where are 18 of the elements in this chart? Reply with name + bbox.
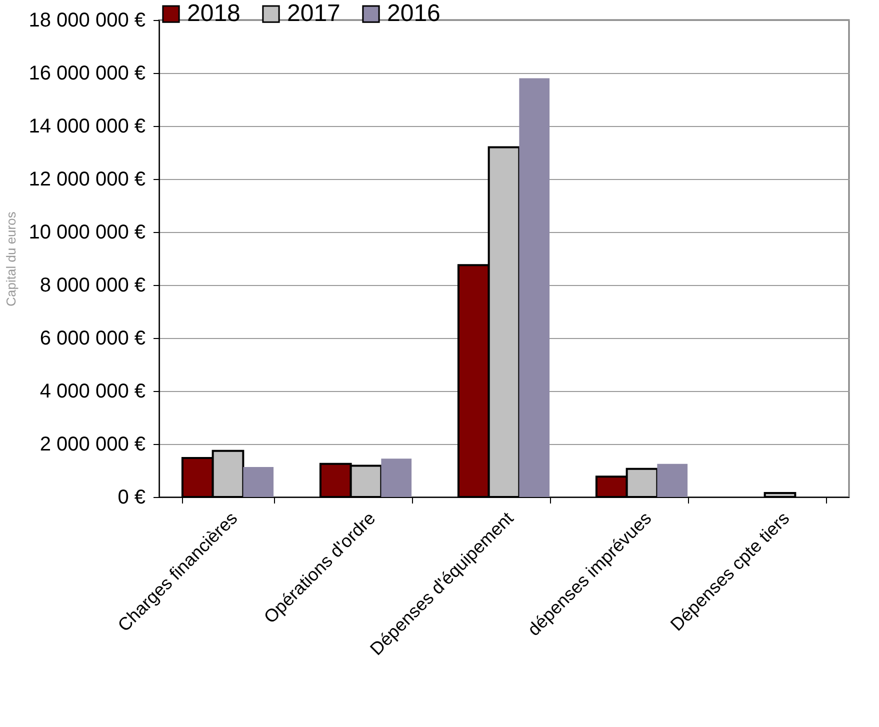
y-tick-label: 0 €	[118, 486, 146, 508]
y-tick-label: 14 000 000 €	[28, 116, 146, 138]
y-tick-label: 4 000 000 €	[40, 380, 146, 402]
y-axis-title: Capital du euros	[4, 211, 19, 306]
bar	[657, 464, 688, 497]
legend-label: 2018	[187, 0, 240, 27]
bar	[381, 458, 412, 497]
y-tick-label: 12 000 000 €	[28, 168, 146, 190]
y-tick-label: 18 000 000 €	[28, 10, 146, 32]
legend-label: 2016	[387, 0, 440, 27]
y-tick-label: 10 000 000 €	[28, 222, 146, 244]
y-tick-label: 2 000 000 €	[40, 434, 146, 456]
y-tick-label: 6 000 000 €	[40, 328, 146, 350]
bar	[519, 78, 550, 497]
legend-label: 2017	[287, 0, 340, 27]
bar	[243, 467, 274, 497]
y-tick-label: 8 000 000 €	[40, 274, 146, 296]
y-tick-label: 16 000 000 €	[28, 62, 146, 84]
